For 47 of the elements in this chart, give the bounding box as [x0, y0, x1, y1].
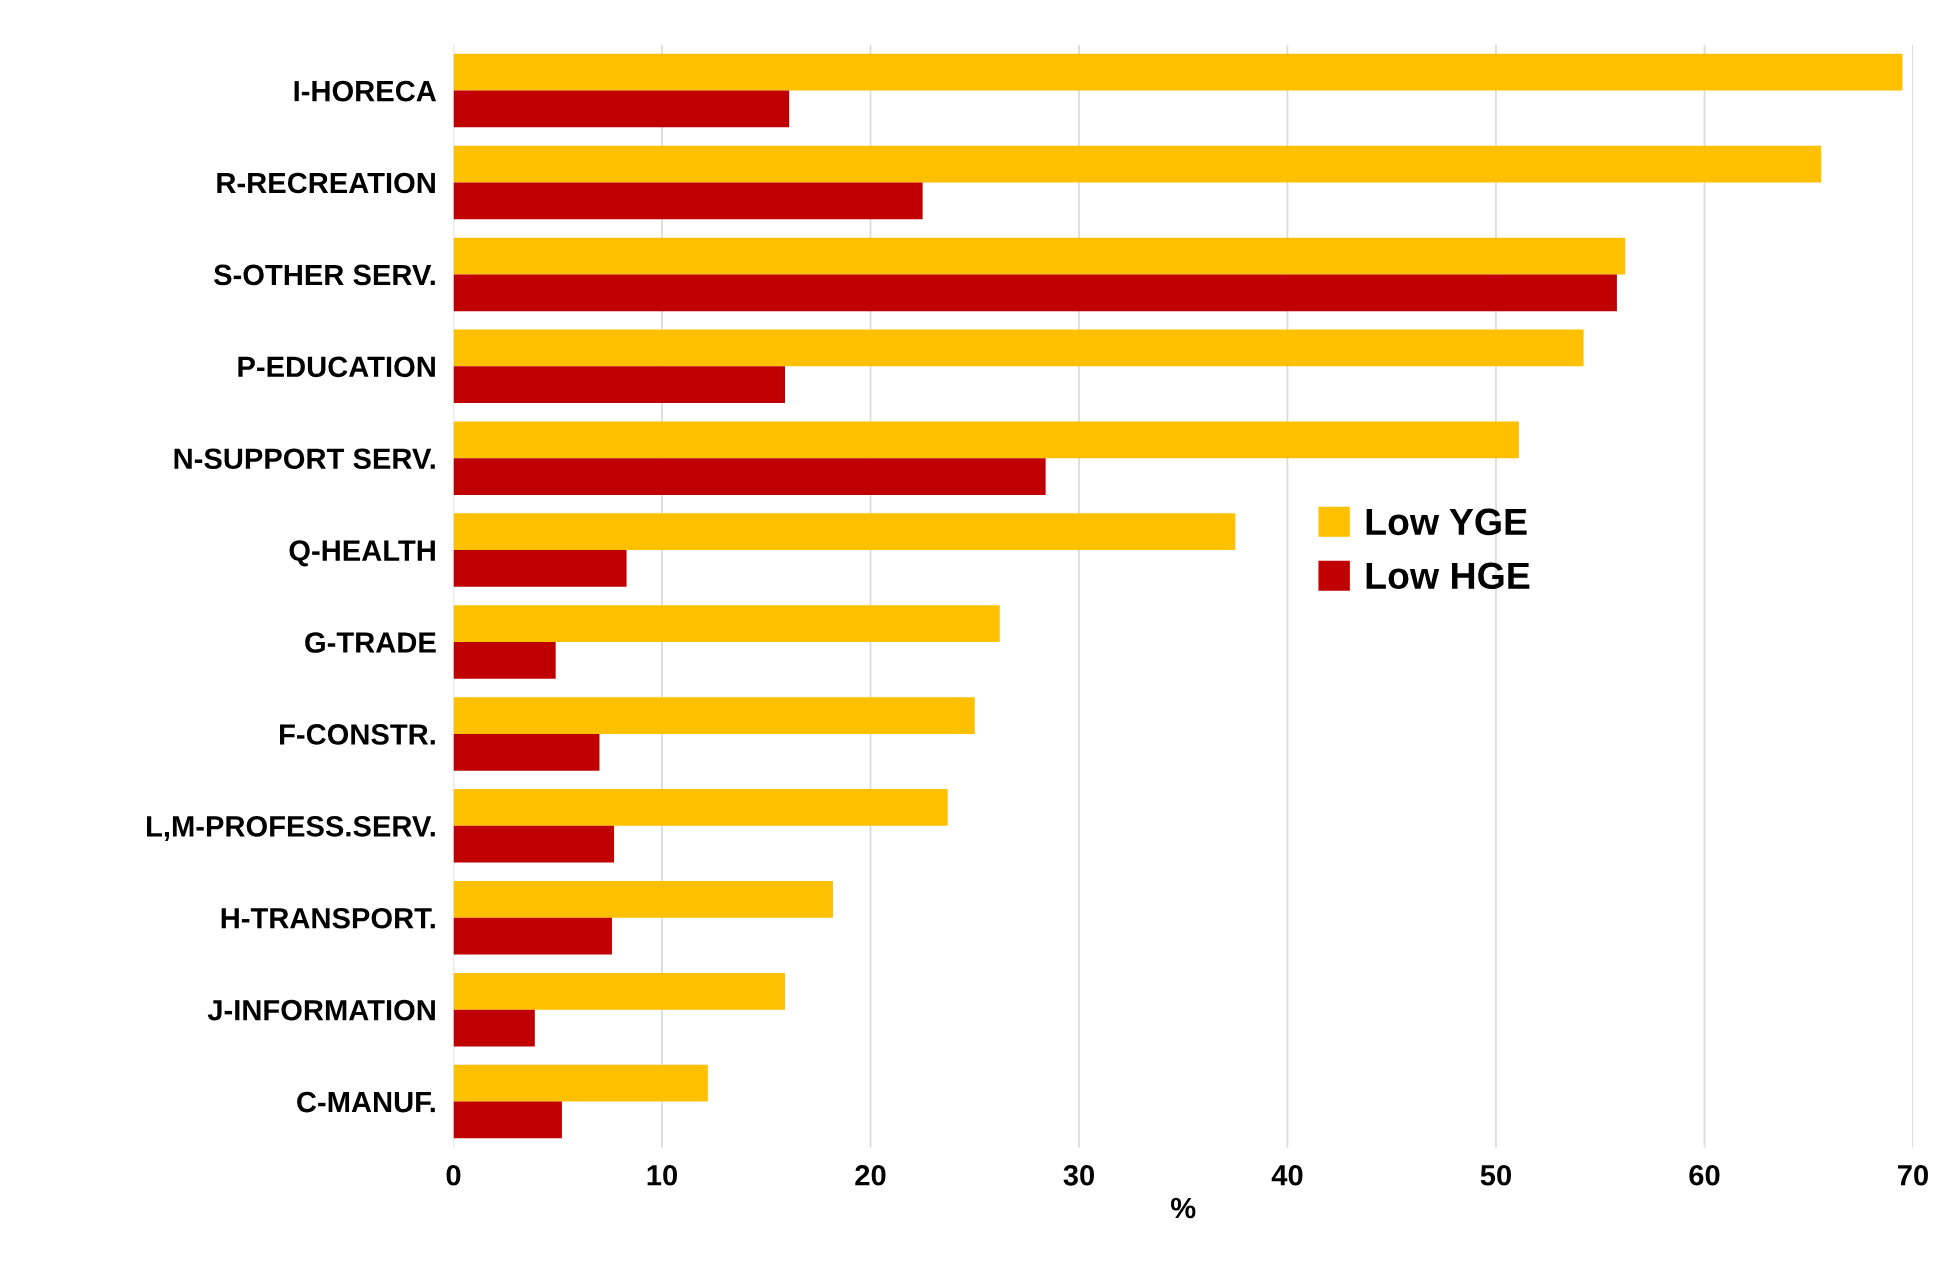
- bar: [453, 366, 786, 404]
- y-tick-label: P-EDUCATION: [238, 356, 435, 378]
- x-tick-label: 0: [446, 1164, 461, 1186]
- bar: [453, 145, 1822, 183]
- y-tick-label: I-HORECA: [294, 80, 437, 102]
- bar: [453, 733, 600, 771]
- bar: [453, 789, 948, 826]
- x-tick-label: 20: [855, 1164, 886, 1186]
- y-tick-label: C-MANUF.: [297, 1091, 435, 1113]
- x-tick-label: 30: [1063, 1164, 1095, 1186]
- legend-label: Low YGE: [1366, 508, 1527, 536]
- bar: [453, 1009, 535, 1047]
- y-tick-label: H-TRANSPORT.: [221, 907, 435, 929]
- bar: [453, 917, 612, 955]
- bar: [453, 513, 1236, 551]
- x-tick-label: 60: [1689, 1164, 1720, 1186]
- bar: [453, 274, 1617, 312]
- x-tick-label: 10: [647, 1164, 678, 1186]
- bar: [453, 972, 786, 1010]
- y-tick-label: R-RECREATION: [217, 172, 435, 194]
- x-tick-label: 50: [1480, 1164, 1511, 1186]
- x-tick-label: 70: [1898, 1164, 1928, 1186]
- bar: [453, 605, 1000, 643]
- x-tick-label: 40: [1271, 1164, 1303, 1186]
- bar: [453, 421, 1519, 459]
- y-tick-label: G-TRADE: [305, 632, 436, 653]
- y-tick-label: F-CONSTR.: [280, 724, 435, 745]
- y-tick-label: N-SUPPORT SERV.: [174, 448, 435, 470]
- bar: [453, 90, 790, 128]
- bar: [453, 825, 615, 863]
- bar: [453, 697, 975, 734]
- bar: [453, 458, 1046, 495]
- y-tick-label: S-OTHER SERV.: [213, 264, 435, 286]
- bar: [453, 1101, 562, 1139]
- bar: [453, 53, 1903, 91]
- bar: [453, 237, 1626, 275]
- bar: [453, 550, 627, 587]
- bar: [453, 880, 833, 918]
- y-tick-label: Q-HEALTH: [289, 540, 435, 567]
- y-tick-label: J-INFORMATION: [207, 999, 435, 1021]
- legend-label: Low HGE: [1366, 562, 1530, 590]
- bar: [453, 329, 1584, 367]
- bar: [453, 1064, 708, 1102]
- bar: [453, 642, 556, 679]
- y-tick-label: L,M-PROFESS.SERV.: [147, 816, 435, 841]
- x-axis-title: %: [1170, 1197, 1196, 1219]
- bar: [453, 182, 923, 220]
